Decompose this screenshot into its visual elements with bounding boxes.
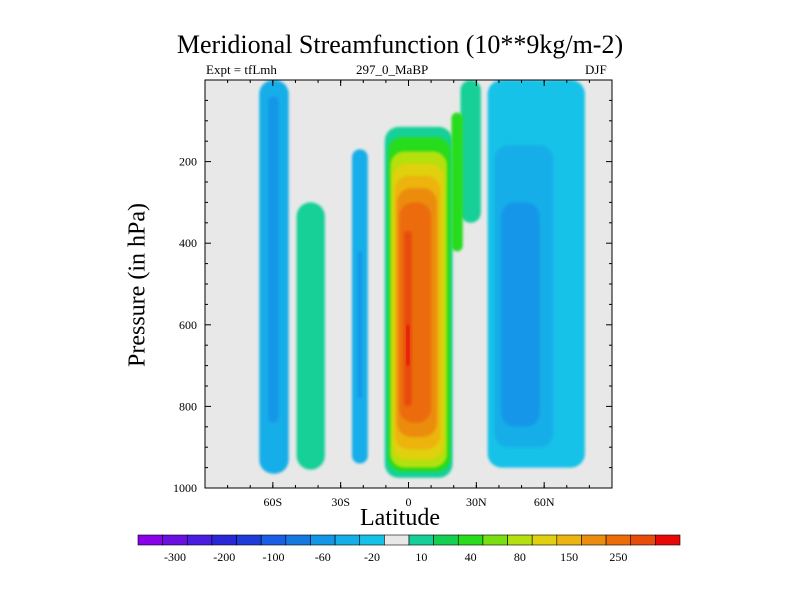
colorbar-swatch: [630, 534, 656, 546]
colorbar-swatch: [457, 534, 484, 546]
x-tick-label: 30S: [331, 495, 350, 509]
experiment-label: Expt = tfLmh: [206, 62, 277, 77]
x-tick-label: 30N: [466, 495, 487, 509]
tropical-cell-contour-7: [403, 230, 412, 407]
subtropical-s-contour-13: [357, 251, 363, 399]
y-tick-label: 800: [179, 399, 197, 413]
colorbar-swatch: [285, 534, 311, 546]
colorbar-label: -200: [213, 550, 235, 564]
colorbar-swatch: [482, 534, 508, 546]
y-tick-label: 200: [179, 155, 197, 169]
northern-upper-contour-17: [460, 80, 481, 223]
y-tick-label: 400: [179, 236, 197, 250]
colorbar-swatch: [310, 534, 336, 546]
colorbar-swatch: [162, 534, 188, 546]
southern-polar-contour-11: [268, 96, 279, 423]
southern-ferrel-contour-9: [296, 202, 325, 470]
colorbar-swatch: [260, 534, 287, 546]
colorbar-swatch: [408, 534, 434, 546]
colorbar-swatch: [581, 534, 607, 546]
season-label: DJF: [585, 62, 607, 77]
colorbar-label: 10: [415, 550, 427, 564]
tropical-core-contour-8: [406, 324, 410, 366]
colorbar-swatch: [605, 534, 632, 546]
colorbar-swatch: [655, 534, 681, 546]
northern-cell-contour-16: [501, 202, 540, 427]
x-tick-label: 60N: [534, 495, 555, 509]
colorbar-swatch: [236, 534, 262, 546]
colorbar-swatch: [556, 534, 582, 546]
colorbar-swatch: [137, 534, 163, 546]
colorbar-swatch: [531, 534, 558, 546]
colorbar-label: 80: [514, 550, 526, 564]
colorbar-swatch: [433, 534, 459, 546]
x-tick-label: 0: [406, 495, 412, 509]
colorbar-swatch: [211, 534, 237, 546]
x-tick-label: 60S: [263, 495, 282, 509]
colorbar-label: -100: [263, 550, 285, 564]
colorbar-label: 250: [609, 550, 627, 564]
colorbar-label: -300: [164, 550, 186, 564]
northern-upper-contour-18: [451, 112, 463, 252]
colorbar-swatch: [507, 534, 533, 546]
colorbar-label: 150: [560, 550, 578, 564]
y-tick-label: 600: [179, 318, 197, 332]
colorbar-swatch: [186, 534, 213, 546]
chart-title: Meridional Streamfunction (10**9kg/m-2): [176, 30, 624, 59]
colorbar-label: -60: [315, 550, 331, 564]
colorbar-swatch: [359, 534, 385, 546]
period-label: 297_0_MaBP: [356, 62, 429, 77]
colorbar-swatch: [384, 534, 410, 546]
x-axis-label: Latitude: [360, 505, 440, 531]
colorbar-label: -20: [364, 550, 380, 564]
y-tick-label: 1000: [173, 481, 197, 495]
colorbar-label: 40: [465, 550, 477, 564]
colorbar-swatch: [334, 534, 361, 546]
